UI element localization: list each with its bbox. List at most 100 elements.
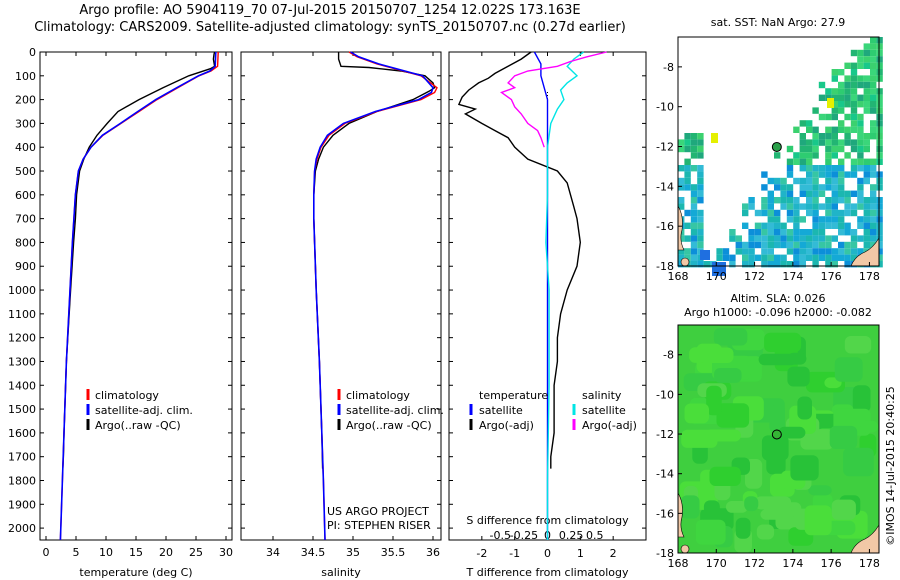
sst-cell [786, 171, 794, 178]
sst-cell [876, 177, 883, 185]
sst-cell [818, 222, 826, 229]
sla-patch [680, 495, 700, 519]
sla-patch [852, 385, 871, 413]
sst-cell [767, 261, 774, 268]
sst-cell [793, 241, 800, 249]
sst-cell [831, 133, 838, 140]
sst-cell [678, 261, 685, 268]
sst-cell [870, 37, 877, 44]
legend-label: salinity [582, 389, 622, 402]
sst-cell [850, 190, 858, 197]
sst-cell [863, 88, 870, 95]
sla-patch [808, 485, 832, 496]
sst-cell [863, 209, 870, 217]
sst-cell [748, 197, 755, 204]
sla-patch [764, 332, 802, 352]
sst-cell [818, 171, 826, 178]
sst-cell [690, 254, 698, 261]
x-tick-label: 36 [426, 546, 440, 559]
sst-cell [844, 241, 851, 249]
sst-cell [876, 139, 883, 146]
sla-patch [744, 496, 759, 512]
salinity-diff-tick-label: -0.25 [510, 529, 538, 542]
sst-cell [876, 43, 883, 50]
sst-cell [748, 248, 755, 255]
sst-cell [780, 203, 787, 210]
sst-cell [812, 235, 819, 242]
sst-cell [844, 101, 851, 108]
sst-cell [812, 209, 819, 217]
sla-patch [684, 403, 709, 424]
legend-label: satellite [582, 404, 626, 417]
sst-cell [799, 139, 806, 146]
plot-title-line-2: Climatology: CARS2009. Satellite-adjuste… [34, 20, 626, 35]
sst-cell [831, 261, 838, 268]
sst-cell [870, 171, 877, 178]
sst-cell [844, 81, 851, 89]
sla-patch [714, 368, 742, 383]
map-1 [677, 324, 880, 554]
sst-cell [697, 171, 704, 178]
sst-cell [857, 197, 864, 204]
sla-map-title: Altim. SLA: 0.026 [730, 292, 825, 305]
sst-cell [690, 216, 698, 223]
sst-cell [850, 158, 858, 165]
sst-cell [742, 241, 749, 249]
sst-cell [825, 139, 832, 146]
lon-tick-label: 172 [744, 557, 765, 570]
sst-cell [876, 37, 883, 44]
lat-tick-label: -10 [656, 101, 674, 114]
sst-cell [690, 152, 698, 159]
sla-patch [843, 447, 874, 477]
sst-cell [838, 241, 845, 249]
x-tick-label: 0 [43, 546, 50, 559]
sst-cell [774, 184, 781, 191]
sst-cell [722, 248, 730, 255]
sla-patch [709, 466, 741, 486]
sst-cell [684, 235, 691, 242]
sst-cell [690, 139, 698, 146]
sst-cell [876, 88, 883, 95]
depth-tick-label: 1300 [8, 355, 36, 368]
sst-cell [838, 177, 845, 185]
sst-cell [799, 120, 806, 127]
sst-cell [697, 241, 704, 249]
sst-cell [857, 133, 864, 140]
sst-cell [818, 248, 826, 255]
sst-cell [812, 126, 819, 133]
sst-cell [690, 209, 698, 217]
sst-cell [812, 152, 819, 159]
map-frame [677, 324, 880, 554]
sst-cell [786, 261, 794, 268]
sst-cell [825, 152, 832, 159]
sst-cell [844, 152, 851, 159]
sst-cell [774, 229, 781, 236]
sst-cell [870, 209, 877, 217]
sst-cell [799, 190, 806, 197]
sst-cell [729, 229, 736, 236]
sst-cell [876, 62, 883, 69]
sst-cell [876, 235, 883, 242]
sst-cell [870, 43, 877, 50]
land-shape [680, 257, 690, 267]
sst-cell [786, 241, 794, 249]
sst-cell [838, 190, 845, 197]
sla-patch [860, 420, 879, 433]
sst-cell [838, 229, 845, 236]
sst-cell [742, 209, 749, 217]
sst-cell [876, 120, 883, 127]
sst-cell [812, 222, 819, 229]
sst-cell [799, 216, 806, 223]
sla-map-subtitle: Argo h1000: -0.096 h2000: -0.082 [684, 306, 872, 319]
sst-cell [812, 139, 819, 146]
sst-cell [850, 62, 858, 69]
x-tick-label: 34.5 [301, 546, 326, 559]
sst-cell [761, 171, 768, 178]
sst-cell [863, 94, 870, 101]
x-tick-label: 25 [189, 546, 203, 559]
sst-cell [690, 165, 698, 172]
sst-cell [825, 235, 832, 242]
sst-cell [799, 177, 806, 185]
sst-cell [870, 216, 877, 223]
sla-patch [705, 429, 741, 442]
